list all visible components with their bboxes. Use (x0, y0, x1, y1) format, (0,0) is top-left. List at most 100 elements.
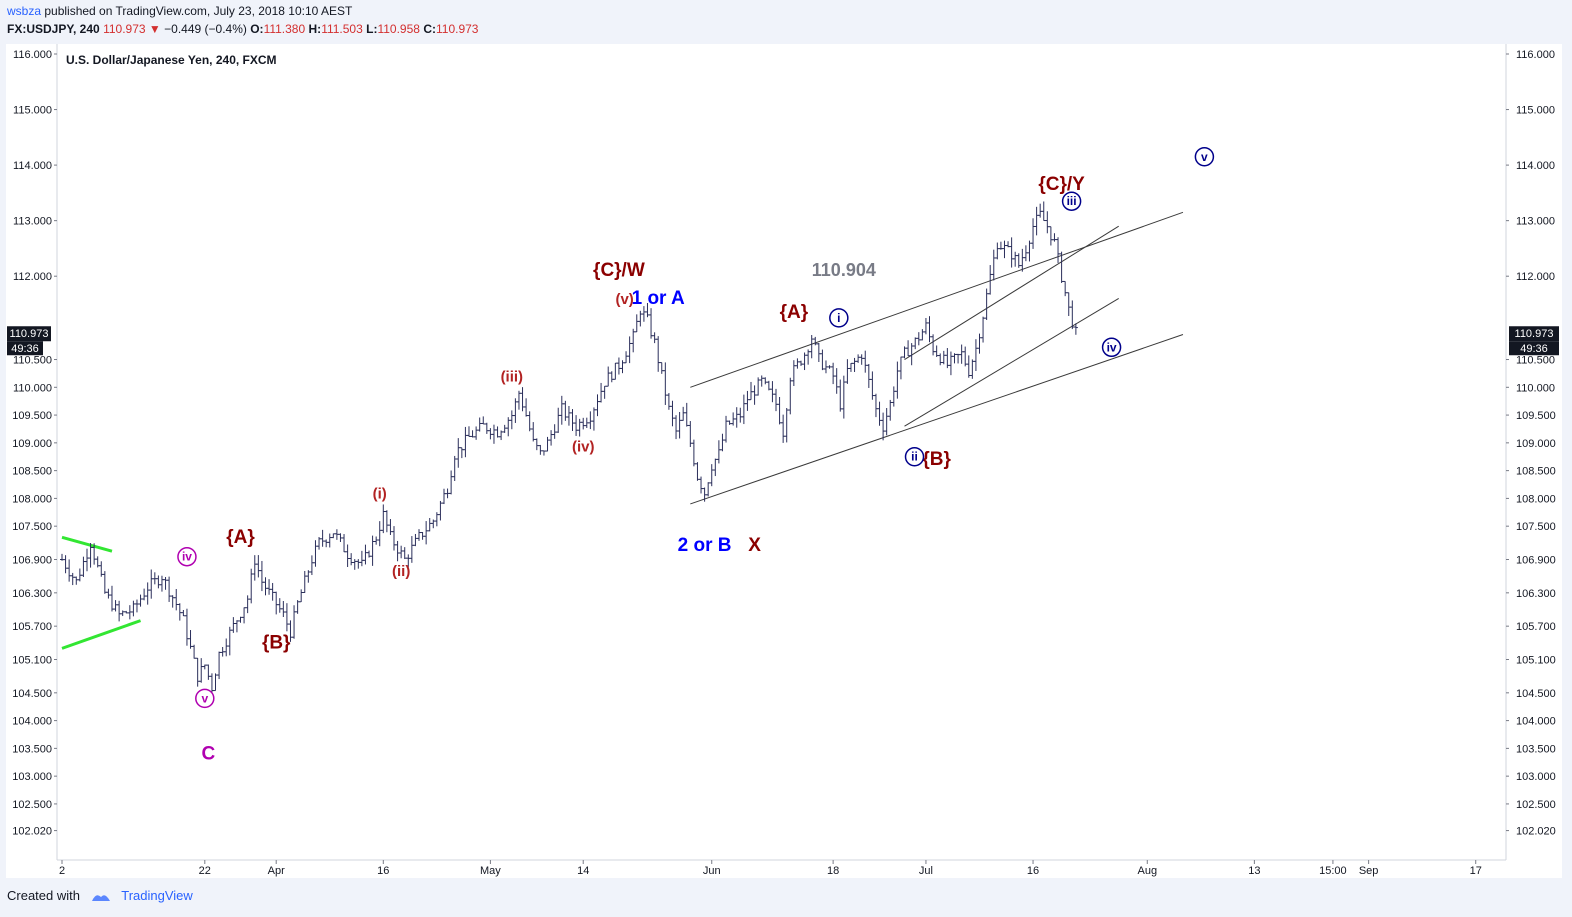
y-tick-label-right: 113.000 (1516, 216, 1555, 228)
wave-circle-label[interactable]: iv (177, 546, 197, 567)
bar-timer-label: 49:36 (1520, 343, 1548, 355)
y-tick-label-right: 106.300 (1516, 588, 1556, 600)
chart-background (6, 44, 1562, 878)
author-link[interactable]: wsbza (7, 4, 42, 18)
y-tick-label-left: 108.500 (12, 466, 52, 478)
x-tick-label: 16 (1027, 865, 1039, 877)
x-tick-label: 16 (377, 865, 389, 877)
y-tick-label-right: 104.000 (1516, 716, 1556, 728)
y-tick-label-left: 113.000 (13, 216, 52, 228)
y-tick-label-left: 110.000 (13, 382, 52, 394)
y-tick-label-left: 116.000 (13, 49, 52, 61)
publish-text: published on TradingView.com, July 23, 2… (41, 4, 353, 18)
trendline[interactable] (690, 211, 1184, 388)
y-tick-label-right: 110.000 (1516, 382, 1555, 394)
y-tick-label-left: 104.500 (12, 688, 52, 700)
wave-circle-label[interactable]: v (1194, 147, 1215, 167)
open-value: 111.380 (263, 22, 306, 36)
tradingview-link[interactable]: TradingView (121, 888, 193, 903)
bar-timer-label: 49:36 (11, 343, 39, 355)
wave-circle-label[interactable]: i (829, 308, 849, 328)
x-tick-label: Sep (1359, 865, 1379, 877)
x-tick-label: 13 (1248, 865, 1260, 877)
y-tick-label-left: 112.000 (13, 271, 52, 283)
trendline[interactable] (61, 535, 113, 553)
price-tag-left (7, 326, 51, 342)
low-value: 110.958 (377, 22, 420, 36)
wave-circle-text: ii (911, 450, 918, 464)
y-tick-label-left: 105.100 (12, 654, 52, 666)
price-change: −0.449 (−0.4%) (164, 22, 247, 36)
trendline[interactable] (904, 225, 1119, 360)
wave-label[interactable]: (iii) (501, 369, 524, 386)
publish-info: wsbza published on TradingView.com, July… (7, 4, 352, 18)
wave-label[interactable]: {B} (262, 632, 291, 653)
last-price: 110.973 (103, 22, 146, 36)
high-value: 111.503 (321, 22, 363, 36)
price-chart[interactable]: 116.000 116.000 115.000 115.000 114.000 114.0… (6, 44, 1562, 878)
wave-label[interactable]: {C}/W (593, 260, 645, 281)
timer-tag-left (7, 341, 43, 356)
y-axis: 116.000 116.000 115.000 115.000 114.000 114.0… (12, 49, 1556, 838)
x-tick-label: Jun (703, 865, 721, 877)
wave-circle-text: v (1201, 150, 1208, 164)
y-tick-label-left: 106.900 (12, 555, 52, 567)
y-tick-label-right: 103.000 (1516, 771, 1556, 783)
y-tick-label-right: 108.500 (1516, 466, 1556, 478)
y-tick-label-right: 115.000 (1516, 105, 1555, 117)
y-tick-label-left: 104.000 (12, 716, 52, 728)
wave-circle-label[interactable]: iv (1101, 337, 1122, 358)
x-tick-label: 14 (577, 865, 589, 877)
wave-circle-label[interactable]: v (195, 688, 215, 709)
wave-label[interactable]: (iv) (572, 439, 595, 456)
price-tags: 110.973 49:36 110.973 49:36 (7, 326, 1559, 356)
wave-label[interactable]: {C}/Y (1038, 174, 1085, 195)
wave-circle-text: iv (182, 550, 192, 564)
chart-frame[interactable]: 116.000 116.000 115.000 115.000 114.000 114.0… (6, 44, 1562, 878)
x-tick-label: May (480, 865, 501, 877)
x-tick-label: 15:00 (1319, 865, 1347, 877)
wave-circle-text: iv (1107, 340, 1117, 354)
wave-label[interactable]: (i) (373, 485, 387, 502)
trendline[interactable] (690, 334, 1184, 505)
wave-label[interactable]: {A} (780, 302, 809, 323)
wave-label[interactable]: 1 or A (632, 288, 685, 309)
y-tick-label-right: 107.500 (1516, 521, 1556, 533)
wave-label[interactable]: 2 or B (678, 535, 732, 556)
y-tick-label-left: 102.500 (12, 799, 52, 811)
y-tick-label-right: 102.020 (1516, 826, 1556, 838)
wave-label[interactable]: {A} (226, 527, 255, 548)
x-tick-label: 18 (827, 865, 839, 877)
wave-label[interactable]: {B} (922, 449, 951, 470)
wave-label[interactable]: X (748, 535, 761, 556)
wave-label[interactable]: (ii) (392, 563, 410, 580)
wave-label[interactable]: C (202, 743, 216, 764)
y-tick-label-right: 102.500 (1516, 799, 1556, 811)
timer-tag-right (1509, 341, 1559, 356)
wave-label[interactable]: (v) (615, 291, 633, 308)
symbol-label: FX:USDJPY, 240 (7, 22, 100, 36)
wave-circle-text: iii (1067, 194, 1077, 208)
wave-label[interactable]: 110.904 (812, 260, 876, 280)
tradingview-logo-icon (84, 888, 116, 903)
trendline[interactable] (61, 619, 142, 650)
x-tick-label: 22 (199, 865, 211, 877)
current-price-label: 110.973 (1515, 328, 1554, 340)
y-tick-label-left: 115.000 (13, 105, 52, 117)
y-tick-label-right: 114.000 (1516, 160, 1555, 172)
wave-labels[interactable]: {C}/W (v)1 or A 110.904 {A} {C}/Y {B} 2 or B X (… (177, 147, 1215, 765)
y-tick-label-right: 104.500 (1516, 688, 1556, 700)
price-bars (60, 201, 1078, 699)
y-tick-label-left: 103.000 (12, 771, 52, 783)
change-arrow-icon: ▼ (148, 22, 161, 36)
footer: Created with TradingView (7, 888, 193, 903)
price-tag-right (1509, 326, 1559, 342)
wave-circle-label[interactable]: iii (1061, 191, 1082, 211)
wave-circle-label[interactable]: ii (904, 446, 925, 467)
x-tick-label: Aug (1137, 865, 1157, 877)
trendline[interactable] (904, 297, 1119, 427)
trendlines[interactable] (61, 211, 1184, 650)
y-tick-label-right: 110.500 (1516, 355, 1555, 367)
x-tick-label: 17 (1470, 865, 1482, 877)
y-tick-label-right: 105.700 (1516, 621, 1556, 633)
